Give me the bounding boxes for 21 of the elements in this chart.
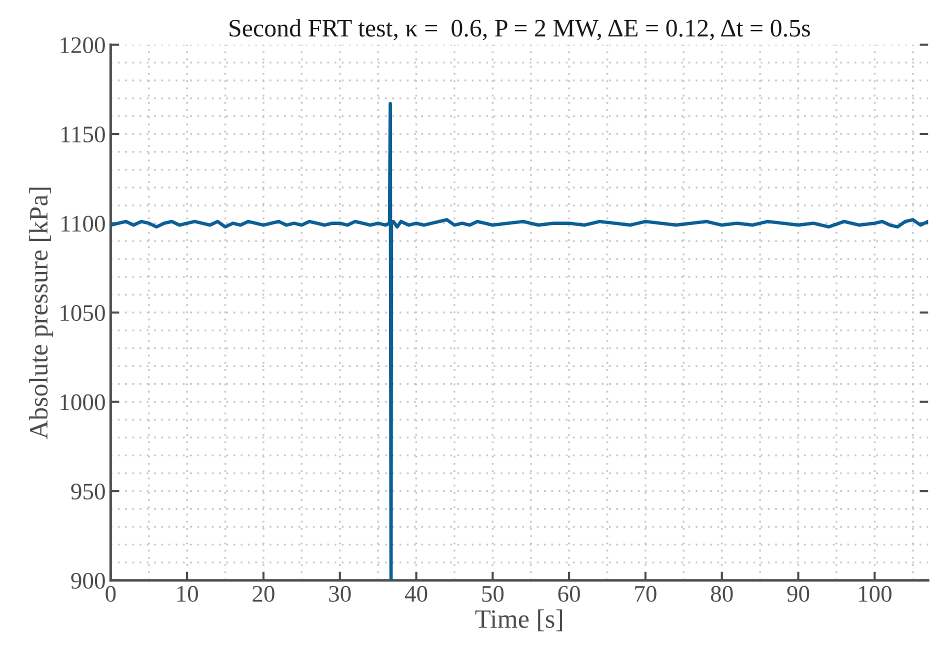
- y-tick-label: 950: [71, 484, 105, 500]
- x-tick-label: 60: [558, 586, 580, 602]
- chart-title: Second FRT test, κ = 0.6, P = 2 MW, ΔE = 0.12, Δt = 0.5s: [230, 19, 810, 40]
- x-tick-label: 70: [635, 586, 656, 602]
- x-axis-title: Time [s]: [475, 609, 562, 632]
- y-axis-title: Absolute pressure [kPa]: [29, 188, 54, 440]
- x-tick-label: 30: [329, 586, 351, 602]
- y-tick-label: 900: [71, 572, 105, 589]
- y-tick-label: 1100: [62, 216, 105, 232]
- y-tick-label: 1050: [60, 305, 105, 321]
- x-tick-label: 10: [177, 586, 198, 602]
- y-tick-label: 1000: [60, 394, 105, 410]
- x-tick-label: 80: [710, 586, 733, 602]
- y-tick-label: 1200: [60, 37, 105, 54]
- y-tick-label: 1150: [62, 126, 105, 142]
- x-tick-label: 20: [252, 586, 274, 602]
- x-tick-label: 100: [859, 586, 892, 602]
- x-tick-label: 40: [404, 586, 428, 602]
- x-tick-label: 0: [106, 586, 116, 602]
- x-tick-label: 50: [482, 586, 504, 602]
- x-tick-label: 90: [787, 586, 810, 602]
